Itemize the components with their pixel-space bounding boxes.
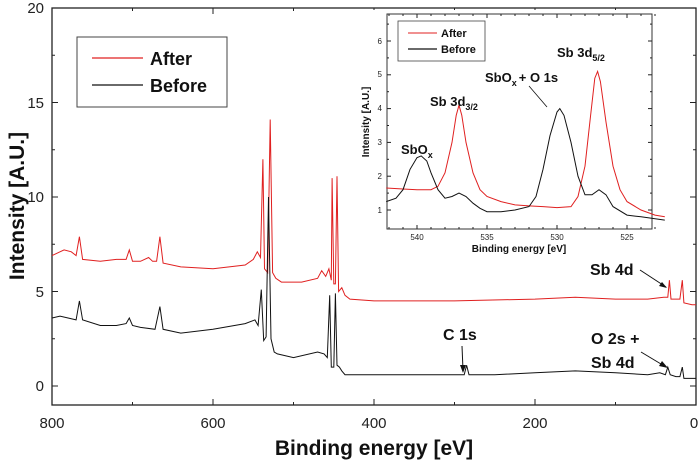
inset-y-tick-label: 1: [378, 206, 383, 215]
inset-y-axis-title: Intensity [A.U.]: [361, 87, 372, 158]
series-line-before: [51, 196, 696, 379]
x-tick-label: 0: [690, 415, 698, 432]
inset-legend: After Before: [397, 20, 486, 62]
annotation-arrow: [528, 85, 548, 108]
x-tick-label: 600: [200, 415, 225, 432]
inset-axis-ticks: [387, 14, 656, 229]
x-tick-label: 200: [522, 415, 547, 432]
inset-x-tick-label: 530: [550, 233, 564, 242]
annotation-sb4d-before: Sb 4d: [591, 355, 635, 372]
main-annotations: Sb 4d C 1s O 2s + Sb 4d: [443, 262, 668, 373]
y-axis-title: Intensity [A.U.]: [6, 132, 29, 280]
arrow-head: [460, 365, 466, 373]
annotation-c1s: C 1s: [443, 327, 477, 344]
x-axis-title: Binding energy [eV]: [275, 437, 473, 460]
inset-plot-frame: [386, 13, 653, 230]
inset-x-axis-title: Binding energy [eV]: [472, 244, 566, 255]
y-tick-label: 20: [27, 0, 44, 17]
y-tick-label: 5: [36, 284, 44, 301]
annotation-sbox-o1s: SbOx + O 1s: [485, 70, 558, 88]
inset-y-tick-label: 5: [378, 70, 383, 79]
annotation-o2s: O 2s +: [591, 331, 639, 348]
annotation-sb3d52: Sb 3d5/2: [557, 45, 605, 63]
y-tick-label: 10: [27, 189, 44, 206]
inset-y-tick-label: 6: [378, 37, 383, 46]
arrow-head: [659, 361, 668, 368]
x-tick-label: 400: [361, 415, 386, 432]
inset-y-tick-label: 2: [378, 172, 383, 181]
inset-series-line-before: [386, 107, 665, 221]
inset-legend-label-after: After: [441, 28, 467, 40]
inset-x-tick-label: 535: [480, 233, 494, 242]
y-tick-label: 0: [36, 378, 44, 395]
inset-legend-label-before: Before: [441, 44, 476, 56]
annotation-sb3d32: Sb 3d3/2: [430, 94, 478, 112]
y-tick-label: 15: [27, 95, 44, 112]
x-tick-label: 800: [39, 415, 64, 432]
annotation-sb4d-after: Sb 4d: [590, 262, 634, 279]
legend-frame: [76, 36, 228, 108]
main-plot: 0 5 10 15 20 800 600 400 200 0 Binding e…: [6, 0, 698, 460]
legend-label-before: Before: [150, 76, 207, 96]
inset-y-tick-label: 3: [378, 138, 383, 147]
inset-x-tick-label: 540: [410, 233, 424, 242]
inset-x-tick-label: 525: [620, 233, 634, 242]
legend-label-after: After: [150, 49, 192, 69]
inset-annotations: SbOx Sb 3d3/2 SbOx + O 1s Sb 3d5/2: [401, 45, 605, 160]
inset-plot: 1 2 3 4 5 6 540 535 530 525 Binding ener…: [358, 10, 665, 260]
series-line-after: [51, 119, 696, 306]
main-legend: After Before: [76, 36, 228, 108]
annotation-sbox: SbOx: [401, 142, 433, 160]
arrow-head: [659, 282, 667, 288]
inset-legend-frame: [397, 20, 486, 62]
inset-y-tick-label: 4: [378, 104, 383, 113]
